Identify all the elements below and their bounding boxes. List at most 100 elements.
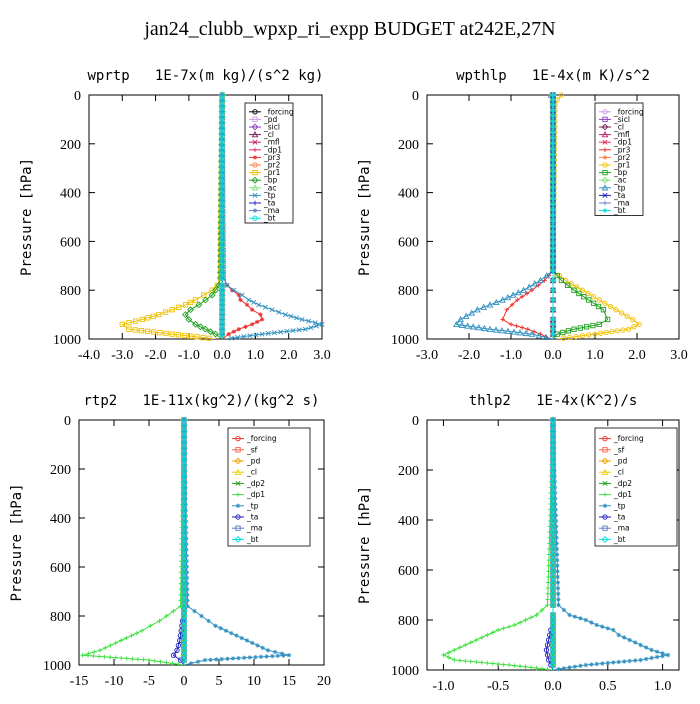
data-point <box>234 633 239 638</box>
legend-marker <box>252 215 258 221</box>
data-point <box>219 208 225 215</box>
legend-entry: _ta <box>246 513 258 522</box>
data-point <box>463 642 468 648</box>
data-point <box>219 316 225 323</box>
data-point <box>474 306 481 313</box>
data-point <box>490 661 495 666</box>
data-point <box>224 282 230 288</box>
legend-entry: _mfl <box>613 130 630 139</box>
data-point <box>512 622 517 628</box>
legend-entry: _ma <box>613 524 630 533</box>
data-point <box>611 627 616 633</box>
y-tick-label: 0 <box>412 89 419 104</box>
data-point <box>182 446 187 451</box>
data-point <box>550 207 556 213</box>
data-point <box>219 136 225 143</box>
data-point <box>219 269 225 276</box>
data-point <box>192 320 199 328</box>
data-point <box>504 293 512 301</box>
data-point <box>496 661 501 667</box>
legend-entry: _tp <box>263 191 276 200</box>
data-point <box>622 635 627 640</box>
data-point <box>254 319 260 325</box>
data-point <box>219 164 225 170</box>
legend-entry: _bt <box>246 535 259 544</box>
data-point <box>236 292 241 298</box>
data-point <box>549 661 557 669</box>
data-point <box>660 651 665 656</box>
data-point <box>594 661 600 667</box>
legend-marker <box>602 447 608 453</box>
data-point <box>183 502 188 507</box>
legend-marker <box>235 447 241 453</box>
legend-marker <box>602 480 608 486</box>
data-point <box>565 282 571 288</box>
data-point <box>244 638 250 643</box>
legend-entry: _ta <box>613 191 625 200</box>
data-point <box>597 330 604 336</box>
data-point <box>632 640 638 645</box>
data-point <box>550 240 556 246</box>
data-point <box>219 197 225 204</box>
legend-entry: _dp2 <box>246 479 265 488</box>
data-point <box>625 326 632 332</box>
y-tick-label: 0 <box>74 89 81 104</box>
data-point <box>180 651 188 659</box>
data-point <box>463 658 468 664</box>
data-point <box>171 608 176 614</box>
data-point <box>259 331 265 337</box>
y-tick-label: 1000 <box>391 333 419 348</box>
x-tick-label: 0.0 <box>544 348 562 363</box>
data-point <box>607 303 614 310</box>
data-point <box>616 659 621 665</box>
data-point <box>262 304 268 310</box>
data-point <box>453 320 460 328</box>
data-point <box>195 301 203 309</box>
data-point <box>183 508 188 513</box>
data-point <box>481 324 488 332</box>
data-point <box>531 280 539 287</box>
data-point <box>604 316 611 323</box>
x-tick-label: -3.0 <box>111 348 133 363</box>
data-point <box>462 312 470 319</box>
data-point <box>212 330 219 338</box>
data-point <box>594 622 600 628</box>
data-point <box>554 552 560 557</box>
data-point <box>585 290 591 297</box>
data-point <box>219 282 225 288</box>
legend-marker <box>251 176 259 184</box>
x-tick-label: 3.0 <box>313 348 331 363</box>
data-point <box>185 316 193 323</box>
data-point <box>229 630 234 636</box>
data-point <box>555 585 561 591</box>
data-point <box>555 591 561 596</box>
data-point <box>555 563 560 568</box>
data-point <box>219 292 225 298</box>
data-point <box>219 158 225 165</box>
data-point <box>244 302 250 308</box>
legend-entry: _bp <box>263 176 278 185</box>
data-point <box>550 322 556 327</box>
data-point <box>270 653 275 659</box>
data-point <box>665 652 671 658</box>
y-axis-label: Pressure [hPa] <box>19 158 35 276</box>
data-point <box>600 624 605 629</box>
x-tick-label: -1.0 <box>178 348 200 363</box>
legend-entry: _sf <box>613 445 625 454</box>
data-point <box>265 648 271 653</box>
data-point <box>458 321 466 328</box>
data-point <box>581 294 587 300</box>
data-point <box>259 317 265 322</box>
data-point <box>572 614 578 619</box>
legend-marker <box>251 131 259 138</box>
y-tick-label: 0 <box>412 414 419 429</box>
legend-marker <box>235 514 241 520</box>
data-point <box>589 620 594 625</box>
legend-entry: _dp2 <box>613 479 632 488</box>
data-point <box>271 330 277 336</box>
data-point <box>164 613 169 619</box>
data-point <box>636 321 642 328</box>
legend-entry: _pr3 <box>263 153 281 162</box>
data-point <box>208 291 216 299</box>
data-point <box>501 626 506 631</box>
